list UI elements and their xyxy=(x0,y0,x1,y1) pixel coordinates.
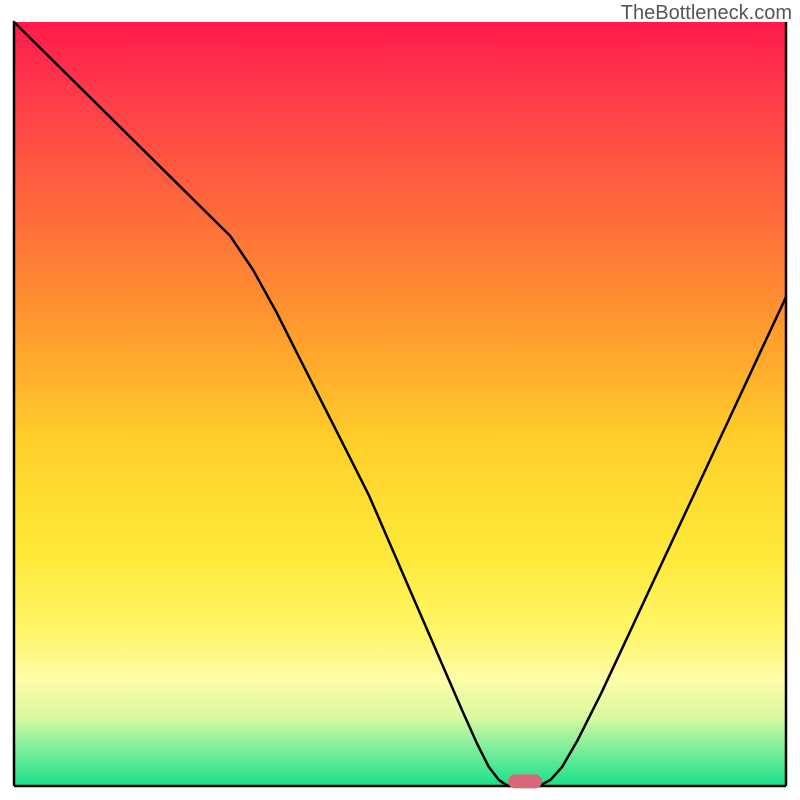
optimum-marker xyxy=(508,774,542,788)
attribution-label: TheBottleneck.com xyxy=(621,2,792,25)
chart-svg xyxy=(0,0,800,800)
bottleneck-chart: TheBottleneck.com xyxy=(0,0,800,800)
